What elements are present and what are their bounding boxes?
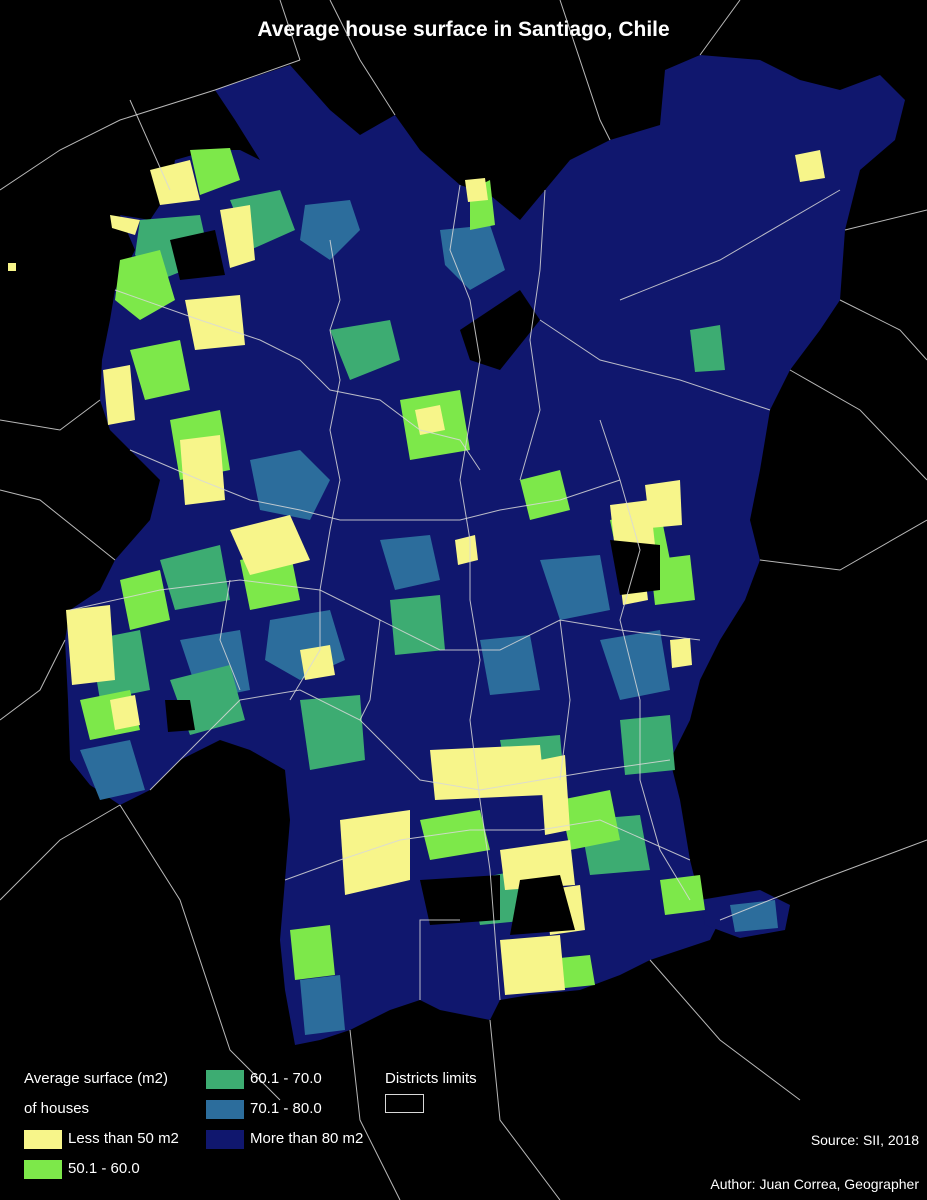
legend-swatch-50-60 [24, 1160, 62, 1179]
legend-label-over-80: More than 80 m2 [250, 1130, 364, 1147]
legend-label-50-60: 50.1 - 60.0 [68, 1160, 140, 1177]
main-urban-polygon [65, 55, 905, 1045]
legend-label-70-80: 70.1 - 80.0 [250, 1100, 322, 1117]
legend-heading-line2: of houses [24, 1100, 90, 1117]
legend-heading-line1: Average surface (m2) [24, 1070, 168, 1087]
legend-swatch-over-80 [206, 1130, 244, 1149]
author-credit: Author: Juan Correa, Geographer [710, 1176, 919, 1192]
legend-swatch-60-70 [206, 1070, 244, 1089]
class-under-50-patches [8, 150, 825, 995]
legend-swatch-70-80 [206, 1100, 244, 1119]
map-title: Average house surface in Santiago, Chile [257, 18, 670, 41]
legend-label-60-70: 60.1 - 70.0 [250, 1070, 322, 1087]
legend-swatch-under-50 [24, 1130, 62, 1149]
source-credit: Source: SII, 2018 [810, 1132, 919, 1148]
legend-label-under-50: Less than 50 m2 [68, 1130, 179, 1147]
legend-districts-label: Districts limits [385, 1070, 477, 1087]
legend-swatch-districts [385, 1094, 424, 1113]
